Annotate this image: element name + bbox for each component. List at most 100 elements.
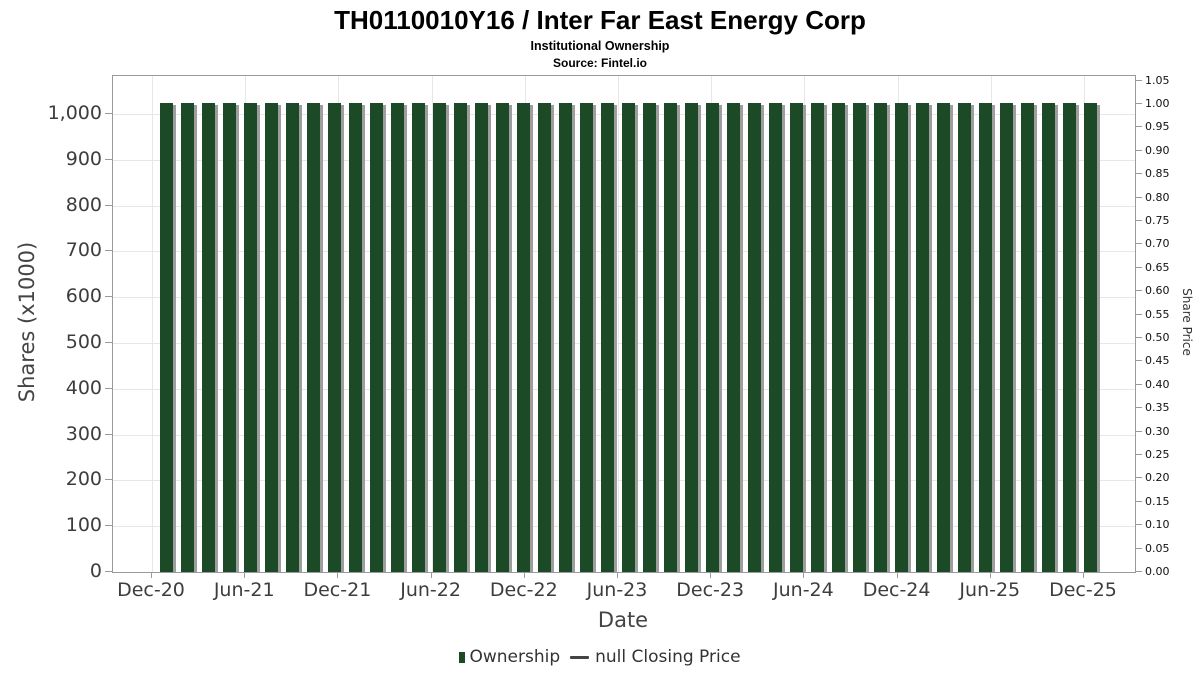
x-tick-mark — [151, 572, 152, 578]
ownership-bar — [223, 102, 239, 572]
y-tick-mark-right — [1136, 220, 1142, 222]
y-tick-label-right: 1.00 — [1145, 97, 1170, 111]
x-tick-mark — [617, 572, 618, 578]
y-tick-label-right: 0.25 — [1145, 448, 1170, 462]
ownership-bar — [559, 102, 575, 572]
y-tick-mark-left — [105, 525, 112, 527]
y-tick-mark-right — [1136, 407, 1142, 409]
ownership-bar — [979, 102, 995, 572]
y-tick-mark-right — [1136, 547, 1142, 549]
y-tick-label-left: 0 — [89, 560, 102, 582]
y-tick-mark-left — [105, 342, 112, 343]
ownership-bar — [727, 102, 743, 572]
ownership-bar — [538, 102, 554, 572]
chart-source: Source: Fintel.io — [552, 55, 647, 70]
ownership-bar — [958, 102, 974, 572]
y-axis-label-left: Shares (x1000) — [15, 241, 39, 403]
y-tick-mark-left — [105, 296, 112, 298]
y-tick-label-right: 0.30 — [1145, 424, 1170, 438]
y-tick-label-right: 0.40 — [1145, 377, 1170, 391]
ownership-bar — [853, 102, 869, 572]
y-tick-label-left: 600 — [65, 285, 102, 308]
y-tick-mark-right — [1136, 266, 1142, 268]
y-tick-mark-left — [105, 433, 112, 435]
y-tick-label-left: 400 — [65, 376, 102, 399]
y-tick-label-right: 0.60 — [1145, 284, 1170, 298]
ownership-bar — [1042, 102, 1058, 572]
ownership-bar — [895, 102, 911, 572]
ownership-bar — [1084, 102, 1100, 572]
chart-header: TH0110010Y16 / Inter Far East Energy Cor… — [0, 5, 1200, 70]
x-tick-label: Jun-21 — [213, 579, 275, 601]
x-tick-label: Dec-23 — [676, 579, 745, 601]
ownership-bar — [517, 102, 533, 572]
x-tick-mark — [803, 572, 805, 578]
y-tick-label-right: 0.05 — [1145, 541, 1170, 555]
y-tick-mark-right — [1136, 149, 1142, 151]
y-tick-label-left: 900 — [65, 147, 102, 170]
y-tick-label-right: 0.75 — [1145, 214, 1170, 228]
ownership-bar — [643, 102, 659, 572]
y-tick-mark-right — [1136, 524, 1142, 526]
y-tick-label-right: 1.05 — [1145, 73, 1170, 87]
y-tick-label-right: 0.55 — [1145, 307, 1170, 321]
y-tick-label-right: 0.10 — [1145, 518, 1170, 532]
ownership-bar — [412, 102, 428, 572]
ownership-bar — [601, 102, 617, 572]
y-tick-label-left: 1,000 — [47, 102, 102, 124]
y-tick-mark-right — [1136, 313, 1142, 315]
vertical-gridline — [431, 76, 433, 572]
legend: Ownership null Closing Price — [0, 647, 1200, 667]
ownership-bar — [244, 102, 260, 572]
ownership-bar — [286, 102, 302, 572]
y-tick-mark-left — [105, 158, 112, 160]
y-tick-label-right: 0.70 — [1145, 237, 1170, 251]
vertical-gridline — [152, 76, 153, 572]
ownership-bar — [937, 102, 953, 572]
y-tick-mark-right — [1136, 360, 1142, 362]
y-tick-mark-right — [1136, 383, 1142, 385]
ownership-bar — [475, 102, 491, 572]
y-tick-label-left: 800 — [65, 193, 102, 216]
ownership-bar — [181, 102, 197, 572]
y-tick-mark-right — [1136, 243, 1142, 245]
y-tick-label-right: 0.45 — [1145, 354, 1170, 368]
legend-label-ownership: Ownership — [469, 647, 561, 667]
x-tick-label: Dec-25 — [1049, 579, 1117, 601]
ownership-bar — [874, 102, 890, 572]
y-tick-label-right: 0.65 — [1145, 260, 1170, 274]
ownership-bar — [1000, 102, 1016, 572]
y-tick-label-left: 300 — [65, 422, 102, 445]
y-axis-label-right: Share Price — [1180, 288, 1194, 356]
x-tick-label: Dec-20 — [117, 579, 185, 601]
y-tick-label-right: 0.85 — [1145, 167, 1170, 181]
plot-area — [112, 75, 1136, 573]
x-axis-label: Date — [597, 608, 649, 632]
legend-label-closing-price: null Closing Price — [595, 647, 741, 667]
ownership-bar — [202, 102, 218, 572]
ownership-bar — [307, 102, 323, 572]
y-tick-mark-right — [1136, 337, 1142, 339]
legend-item-closing-price: null Closing Price — [560, 647, 741, 667]
line-series-dash-icon — [570, 655, 590, 659]
legend-item-ownership: Ownership — [459, 647, 560, 667]
x-tick-mark — [1083, 572, 1084, 578]
ownership-bar — [622, 102, 638, 572]
y-tick-mark-right — [1136, 126, 1142, 128]
ownership-bar — [580, 102, 596, 572]
y-tick-label-left: 700 — [65, 239, 102, 262]
ownership-bar — [811, 102, 827, 572]
x-tick-label: Dec-24 — [862, 579, 931, 601]
y-tick-mark-left — [105, 250, 112, 252]
x-tick-label: Jun-24 — [773, 579, 834, 601]
ownership-bar — [748, 102, 764, 572]
x-tick-label: Dec-21 — [303, 579, 372, 601]
x-tick-label: Dec-22 — [489, 579, 558, 601]
bar-series-swatch-icon — [459, 651, 466, 663]
x-tick-mark — [989, 572, 991, 578]
y-tick-label-right: 0.00 — [1145, 565, 1170, 578]
ownership-bar — [349, 102, 365, 572]
x-tick-mark — [244, 572, 246, 578]
x-tick-mark — [523, 572, 525, 578]
